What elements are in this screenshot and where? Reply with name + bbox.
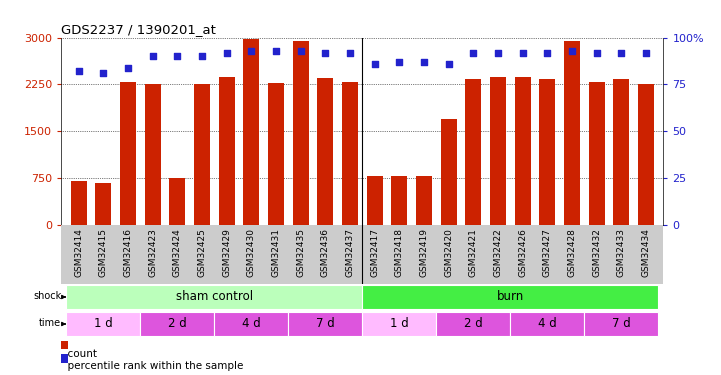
Point (172, 53, 183, 59)
Point (122, 64, 133, 70)
Bar (71, 181, 87, 225)
Text: count: count (61, 350, 97, 359)
Bar (416, 176, 432, 225)
Bar (614, 79, 629, 225)
Bar (363, 312, 436, 336)
Bar (363, 285, 658, 309)
Point (394, 59, 405, 65)
Text: GSM32423: GSM32423 (148, 228, 157, 277)
Text: 1 d: 1 d (390, 317, 409, 330)
Bar (268, 83, 284, 225)
Point (541, 50, 553, 55)
Bar (288, 312, 363, 336)
Text: 4 d: 4 d (242, 317, 261, 330)
Bar (638, 84, 654, 225)
Text: GSM32437: GSM32437 (345, 228, 355, 277)
Point (443, 61, 454, 67)
Bar (194, 84, 210, 225)
Bar (539, 79, 555, 225)
Bar (169, 178, 185, 225)
Point (319, 50, 331, 55)
Bar (317, 78, 333, 225)
Point (492, 50, 504, 55)
Point (369, 61, 381, 67)
Bar (66, 312, 141, 336)
Text: GDS2237 / 1390201_at: GDS2237 / 1390201_at (61, 23, 216, 36)
Point (97, 70, 109, 76)
Bar (436, 312, 510, 336)
Text: GSM32430: GSM32430 (247, 228, 256, 277)
Bar (293, 40, 309, 225)
Point (344, 50, 355, 55)
Point (147, 53, 159, 59)
Text: GSM32421: GSM32421 (469, 228, 478, 277)
Bar (61, 341, 68, 350)
Bar (214, 312, 288, 336)
Text: 2 d: 2 d (168, 317, 187, 330)
Text: GSM32428: GSM32428 (567, 228, 577, 277)
Text: GSM32433: GSM32433 (617, 228, 626, 277)
Text: GSM32416: GSM32416 (123, 228, 133, 277)
Point (616, 50, 627, 55)
Text: sham control: sham control (176, 290, 253, 303)
Text: GSM32417: GSM32417 (370, 228, 379, 277)
Text: GSM32432: GSM32432 (592, 228, 601, 277)
Point (73, 68, 84, 74)
Bar (120, 82, 136, 225)
Text: 4 d: 4 d (538, 317, 557, 330)
Point (295, 48, 306, 54)
Text: 7 d: 7 d (316, 317, 335, 330)
Text: percentile rank within the sample: percentile rank within the sample (61, 361, 244, 370)
Point (467, 50, 479, 55)
Point (270, 48, 282, 54)
Bar (342, 82, 358, 225)
Bar (243, 39, 260, 225)
Text: GSM32436: GSM32436 (321, 228, 329, 277)
Text: GSM32420: GSM32420 (444, 228, 454, 277)
Text: 2 d: 2 d (464, 317, 482, 330)
Point (591, 50, 603, 55)
Bar (95, 183, 111, 225)
Text: 7 d: 7 d (612, 317, 631, 330)
Text: GSM32418: GSM32418 (395, 228, 404, 277)
Bar (144, 84, 161, 225)
Bar (465, 79, 482, 225)
Bar (366, 176, 383, 225)
Point (517, 50, 528, 55)
Bar (490, 77, 506, 225)
Bar (61, 354, 68, 363)
Bar (584, 312, 658, 336)
Bar (66, 285, 363, 309)
Point (418, 59, 430, 65)
Text: GSM32424: GSM32424 (173, 228, 182, 277)
Text: GSM32415: GSM32415 (99, 228, 107, 277)
Text: GSM32431: GSM32431 (271, 228, 280, 277)
Point (196, 53, 208, 59)
Bar (441, 119, 456, 225)
Text: GSM32435: GSM32435 (296, 228, 305, 277)
Text: GSM32429: GSM32429 (222, 228, 231, 277)
Bar (510, 312, 584, 336)
Text: burn: burn (497, 290, 524, 303)
Text: GSM32427: GSM32427 (543, 228, 552, 277)
Text: GSM32422: GSM32422 (493, 228, 503, 277)
Bar (218, 77, 234, 225)
Text: GSM32414: GSM32414 (74, 228, 83, 277)
Point (221, 50, 232, 55)
Text: time: time (39, 318, 61, 328)
Bar (564, 40, 580, 225)
Text: GSM32434: GSM32434 (642, 228, 650, 277)
Text: 1 d: 1 d (94, 317, 112, 330)
Text: GSM32426: GSM32426 (518, 228, 527, 277)
Bar (515, 77, 531, 225)
Text: shock: shock (33, 291, 61, 302)
Bar (141, 312, 214, 336)
Text: GSM32419: GSM32419 (420, 228, 428, 277)
Point (246, 48, 257, 54)
Point (640, 50, 652, 55)
Bar (392, 176, 407, 225)
Bar (588, 82, 605, 225)
Text: GSM32425: GSM32425 (198, 228, 206, 277)
Point (566, 48, 578, 54)
